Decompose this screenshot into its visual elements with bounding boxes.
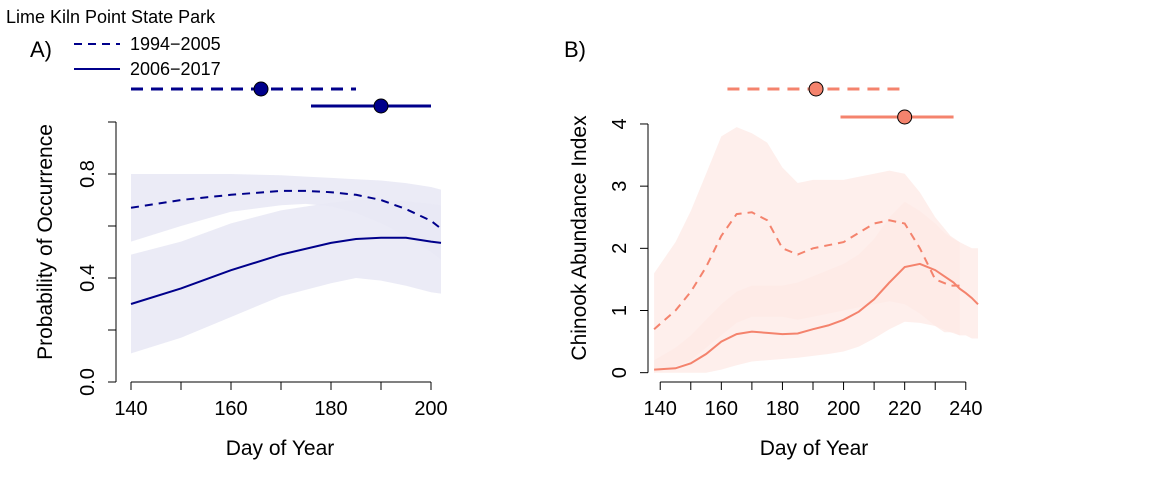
panel-b-axes: 140 160 180 200 220 240 0 1 2 3 4 bbox=[609, 118, 982, 420]
x-tick-label: 160 bbox=[705, 398, 738, 420]
legend-label-1: 1994−2005 bbox=[130, 34, 221, 54]
site-title: Lime Kiln Point State Park bbox=[6, 7, 216, 27]
y-tick-label: 3 bbox=[609, 181, 631, 192]
panel-a-xlabel: Day of Year bbox=[226, 437, 335, 460]
confidence-ribbon-dashed bbox=[131, 174, 441, 260]
legend: 1994−2005 2006−2017 bbox=[74, 34, 221, 79]
x-tick-label: 160 bbox=[214, 398, 247, 420]
interval-point-solid bbox=[897, 109, 913, 125]
x-tick-label: 200 bbox=[414, 398, 447, 420]
y-tick-label: 0 bbox=[609, 367, 631, 378]
panel-a-label: A) bbox=[30, 37, 52, 62]
y-tick-label: 1 bbox=[609, 305, 631, 316]
x-tick-label: 180 bbox=[314, 398, 347, 420]
legend-label-2: 2006−2017 bbox=[130, 59, 221, 79]
interval-point-dashed bbox=[808, 81, 824, 97]
y-tick-label: 2 bbox=[609, 243, 631, 254]
panel-b-intervals bbox=[727, 81, 954, 125]
panel-a-ylabel: Probability of Occurrence bbox=[34, 124, 57, 360]
panel-b-lines bbox=[653, 211, 979, 371]
y-tick-label: 4 bbox=[609, 118, 631, 129]
panel-b-ribbons bbox=[654, 127, 978, 373]
panel-a-axes: 140 160 180 200 0.0 0.4 0.8 bbox=[77, 121, 448, 420]
panel-b: B) 140 160 180 200 220 240 0 1 2 3 4 Day of Year C… bbox=[564, 37, 982, 460]
confidence-ribbon-solid bbox=[654, 201, 978, 373]
series-line-solid bbox=[130, 236, 442, 305]
series-line-dashed bbox=[653, 211, 960, 330]
series-line-dashed bbox=[130, 189, 442, 230]
panel-b-label: B) bbox=[564, 37, 586, 62]
x-tick-label: 240 bbox=[949, 398, 982, 420]
x-tick-label: 220 bbox=[888, 398, 921, 420]
y-tick-label: 0.4 bbox=[77, 264, 99, 292]
x-tick-label: 200 bbox=[827, 398, 860, 420]
interval-point-solid bbox=[373, 98, 389, 114]
x-tick-label: 140 bbox=[114, 398, 147, 420]
x-tick-label: 140 bbox=[644, 398, 677, 420]
panel-b-ylabel: Chinook Abundance Index bbox=[568, 115, 591, 361]
y-tick-label: 0.0 bbox=[77, 368, 99, 396]
panel-a-intervals bbox=[131, 81, 431, 114]
panel-a-lines bbox=[130, 189, 442, 305]
panel-a: A) 140 160 180 200 0.0 0.4 0.8 Day of Year Pro… bbox=[30, 37, 448, 460]
interval-point-dashed bbox=[253, 81, 269, 97]
x-tick-label: 180 bbox=[766, 398, 799, 420]
y-tick-label: 0.8 bbox=[77, 160, 99, 188]
panel-b-xlabel: Day of Year bbox=[760, 437, 869, 460]
series-line-solid bbox=[654, 262, 979, 371]
